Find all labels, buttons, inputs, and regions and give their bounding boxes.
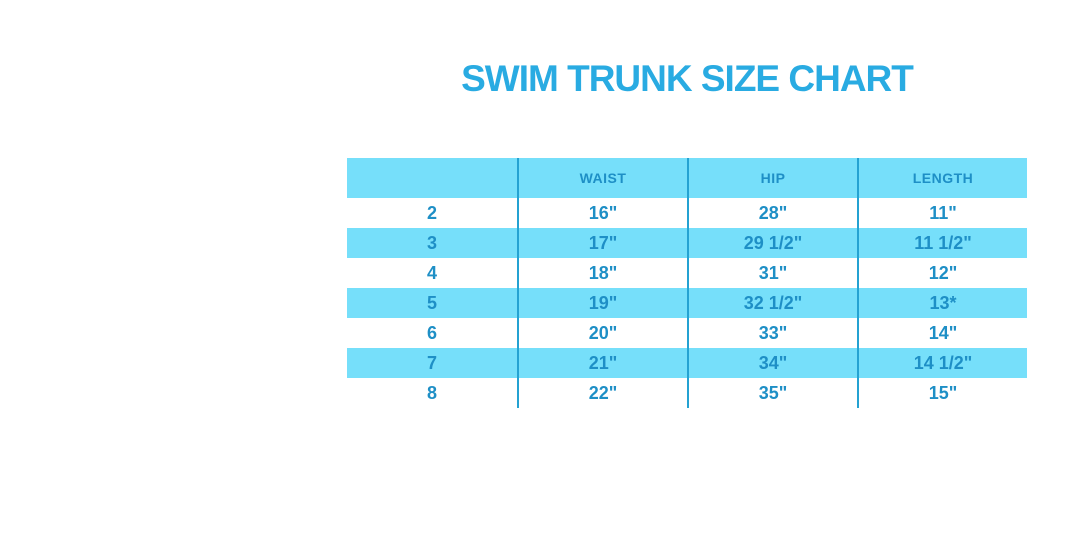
table-body: 2 16" 28" 11" 3 17" 29 1/2" 11 1/2" 4 18… xyxy=(347,198,1027,408)
size-chart-table: WAIST HIP LENGTH 2 16" 28" 11" 3 17" 29 … xyxy=(347,158,1027,408)
page-title: SWIM TRUNK SIZE CHART xyxy=(461,58,914,99)
cell-waist: 16" xyxy=(517,198,687,228)
cell-hip: 35" xyxy=(687,378,857,408)
cell-waist: 17" xyxy=(517,228,687,258)
cell-length: 12" xyxy=(857,258,1027,288)
header-cell-waist: WAIST xyxy=(517,158,687,198)
table-row: 7 21" 34" 14 1/2" xyxy=(347,348,1027,378)
cell-hip: 32 1/2" xyxy=(687,288,857,318)
table-header-row: WAIST HIP LENGTH xyxy=(347,158,1027,198)
header-cell-size xyxy=(347,158,517,198)
cell-length: 15" xyxy=(857,378,1027,408)
cell-hip: 33" xyxy=(687,318,857,348)
cell-length: 11" xyxy=(857,198,1027,228)
cell-length: 14 1/2" xyxy=(857,348,1027,378)
cell-size: 7 xyxy=(426,352,437,373)
cell-size: 2 xyxy=(426,202,437,223)
header-cell-length: LENGTH xyxy=(857,158,1027,198)
cell-size: 5 xyxy=(426,292,437,313)
cell-hip: 34" xyxy=(687,348,857,378)
cell-waist: 20" xyxy=(517,318,687,348)
cell-waist: 18" xyxy=(517,258,687,288)
cell-length: 13* xyxy=(857,288,1027,318)
table-row: 4 18" 31" 12" xyxy=(347,258,1027,288)
cell-hip: 31" xyxy=(687,258,857,288)
cell-length: 11 1/2" xyxy=(857,228,1027,258)
table-row: 8 22" 35" 15" xyxy=(347,378,1027,408)
cell-size: 3 xyxy=(426,232,437,253)
cell-size: 8 xyxy=(426,382,437,403)
cell-waist: 21" xyxy=(517,348,687,378)
cell-hip: 28" xyxy=(687,198,857,228)
table-row: 6 20" 33" 14" xyxy=(347,318,1027,348)
table-row: 3 17" 29 1/2" 11 1/2" xyxy=(347,228,1027,258)
cell-size: 6 xyxy=(426,322,437,343)
header-cell-hip: HIP xyxy=(687,158,857,198)
table-row: 2 16" 28" 11" xyxy=(347,198,1027,228)
cell-waist: 19" xyxy=(517,288,687,318)
cell-size: 4 xyxy=(426,262,437,283)
cell-length: 14" xyxy=(857,318,1027,348)
cell-hip: 29 1/2" xyxy=(687,228,857,258)
cell-waist: 22" xyxy=(517,378,687,408)
table-row: 5 19" 32 1/2" 13* xyxy=(347,288,1027,318)
